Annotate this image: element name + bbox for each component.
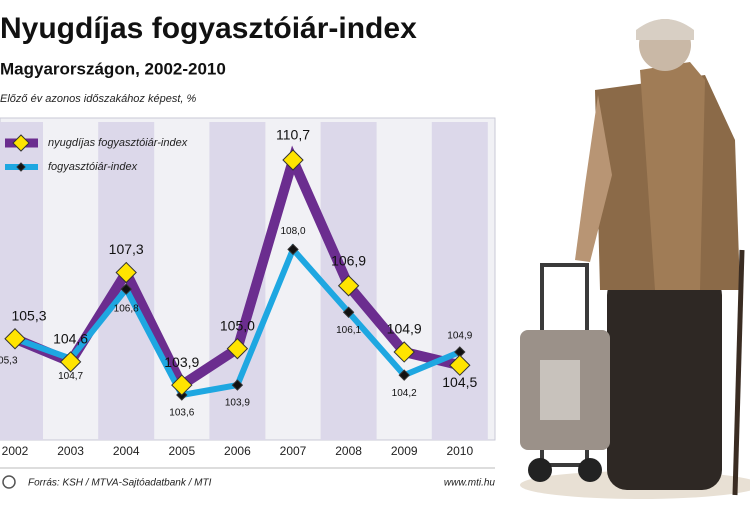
legend-marker (12, 134, 30, 152)
column-band (431, 122, 488, 440)
value-label: 103,9 (225, 398, 250, 409)
x-tick-label: 2006 (224, 444, 251, 458)
x-tick-label: 2005 (168, 444, 195, 458)
value-label: 108,0 (280, 226, 305, 237)
value-label: 105,3 (0, 355, 18, 366)
point-marker (393, 341, 415, 363)
chart-subtitle: Magyarországon, 2002-2010 (0, 59, 226, 78)
column-band (0, 122, 43, 440)
source: Forrás: KSH / MTVA-Sajtóadatbank / MTI (28, 478, 212, 489)
value-label: 110,7 (276, 127, 310, 143)
x-tick-label: 2007 (280, 444, 307, 458)
x-tick-label: 2004 (113, 444, 140, 458)
point-marker (171, 374, 193, 396)
value-label: 106,8 (114, 304, 139, 315)
point-marker (342, 306, 355, 318)
value-label: 103,9 (164, 354, 199, 370)
value-label: 104,9 (387, 321, 422, 337)
photo (520, 19, 750, 499)
value-label: 104,9 (447, 331, 472, 342)
x-tick-label: 2010 (446, 444, 473, 458)
value-label: 103,6 (169, 408, 194, 419)
value-label: 106,1 (336, 325, 361, 336)
value-label: 104,2 (392, 388, 417, 399)
value-label: 105,0 (220, 317, 255, 333)
point-marker (287, 243, 299, 256)
value-label: 104,7 (58, 371, 83, 382)
x-tick-label: 2009 (391, 444, 418, 458)
logo (2, 475, 16, 489)
website: www.mti.hu (444, 478, 496, 489)
point-marker (4, 328, 26, 350)
legend-label: nyugdíjas fogyasztóiár-index (48, 137, 188, 149)
x-tick-label: 2002 (2, 444, 29, 458)
point-marker (398, 369, 410, 381)
legend-marker (16, 162, 26, 172)
point-marker (282, 149, 304, 171)
value-label: 104,5 (442, 374, 477, 390)
x-tick-label: 2008 (335, 444, 362, 458)
point-marker (115, 261, 137, 284)
value-label: 106,9 (331, 252, 366, 268)
point-marker (120, 283, 132, 295)
value-label: 104,6 (53, 331, 88, 347)
chart-title: Nyugdíjas fogyasztóiár-index (0, 12, 417, 45)
point-marker (337, 275, 360, 297)
legend-label: fogyasztóiár-index (48, 161, 138, 173)
value-label: 107,3 (109, 241, 144, 257)
point-marker (226, 337, 249, 360)
x-tick-label: 2003 (57, 444, 84, 458)
point-marker (449, 354, 471, 376)
point-marker (59, 351, 82, 373)
unit-note: Előző év azonos időszakához képest, % (0, 93, 197, 105)
value-label: 105,3 (11, 307, 46, 323)
point-marker (231, 379, 244, 391)
